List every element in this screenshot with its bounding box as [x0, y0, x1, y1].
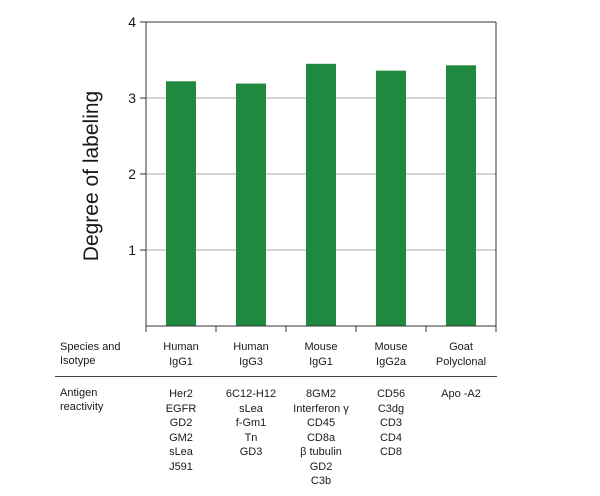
antigen-item-1-2: f-Gm1 [235, 417, 267, 429]
species-line-2-0: Mouse [304, 341, 338, 353]
antigen-item-3-0: CD56 [376, 388, 406, 400]
species-line-4-0: Goat [449, 341, 473, 353]
antigen-item-2-6: C3b [310, 475, 332, 487]
species-line-1-1: IgG3 [239, 355, 263, 368]
species-label-line-1: Species and [60, 341, 121, 353]
antigen-label-line-2: reactivity [60, 401, 104, 413]
antigen-item-1-1: sLea [239, 402, 263, 415]
y-ticks: 1 2 3 4 [128, 14, 146, 258]
antigen-item-1-3: Tn [244, 431, 258, 444]
species-cell-1: Human IgG3 [216, 340, 286, 369]
antigen-cell-3: CD56 C3dg CD3 CD4 CD8 [356, 387, 426, 460]
antigen-item-0-5: J591 [169, 460, 193, 473]
species-line-3-0: Mouse [374, 341, 408, 353]
y-tick-label-3: 3 [128, 90, 136, 106]
antigen-item-0-1: EGFR [165, 402, 197, 415]
antigen-item-4-0: Apo -A2 [441, 388, 481, 400]
antigen-item-3-4: CD8 [379, 446, 402, 458]
antigen-item-3-2: CD3 [379, 417, 402, 429]
species-cell-0: Human IgG1 [146, 340, 216, 369]
bar-2 [306, 63, 336, 327]
antigen-item-0-0: Her2 [169, 388, 193, 400]
bar-4 [446, 65, 476, 326]
antigen-item-1-0: 6C12-H12 [225, 388, 277, 400]
antigen-item-2-0: 8GM2 [306, 388, 336, 400]
species-label-line-2: Isotype [60, 355, 96, 367]
antigen-item-1-4: GD3 [239, 446, 263, 458]
antigen-item-2-2: CD45 [306, 417, 336, 429]
bar-3 [376, 70, 406, 326]
species-line-1-0: Human [233, 341, 269, 353]
bar-1 [236, 83, 266, 326]
species-line-3-1: IgG2a [376, 355, 406, 368]
antigen-item-2-3: CD8a [306, 431, 336, 444]
antigen-cell-2: 8GM2 Interferon γ CD45 CD8a β tubulin GD2 C3b [286, 387, 356, 489]
antigen-item-3-3: CD4 [379, 431, 402, 444]
species-line-0-1: IgG1 [169, 355, 193, 368]
table-divider [55, 376, 497, 377]
antigen-item-2-5: GD2 [309, 460, 333, 473]
y-tick-label-2: 2 [128, 166, 136, 182]
bars [166, 63, 476, 327]
y-tick-label-1: 1 [128, 242, 136, 258]
antigen-item-0-2: GD2 [169, 417, 193, 429]
species-line-4-1: Polyclonal [435, 355, 487, 368]
y-tick-label-4: 4 [128, 14, 136, 30]
antigen-item-3-1: C3dg [377, 402, 405, 415]
bar-0 [166, 81, 196, 326]
species-cell-3: Mouse IgG2a [356, 340, 426, 369]
species-line-2-1: IgG1 [309, 355, 333, 368]
species-line-0-0: Human [163, 341, 199, 353]
axes [145, 21, 497, 332]
species-cell-4: Goat Polyclonal [426, 340, 496, 369]
antigen-item-2-4: β tubulin [300, 446, 342, 458]
antigen-cell-1: 6C12-H12 sLea f-Gm1 Tn GD3 [216, 387, 286, 460]
species-row-label: Species and Isotype [60, 340, 140, 368]
antigen-item-0-3: GM2 [169, 431, 193, 444]
antigen-label-line-1: Antigen [60, 387, 98, 399]
antigen-cell-0: Her2 EGFR GD2 GM2 sLea J591 [146, 387, 216, 474]
antigen-row-label: Antigen reactivity [60, 386, 140, 414]
antigen-item-0-4: sLea [169, 446, 193, 458]
species-cell-2: Mouse IgG1 [286, 340, 356, 369]
antigen-item-2-1: Interferon γ [293, 402, 349, 415]
y-axis-label: Degree of labeling [80, 90, 103, 262]
antigen-cell-4: Apo -A2 [426, 387, 496, 402]
